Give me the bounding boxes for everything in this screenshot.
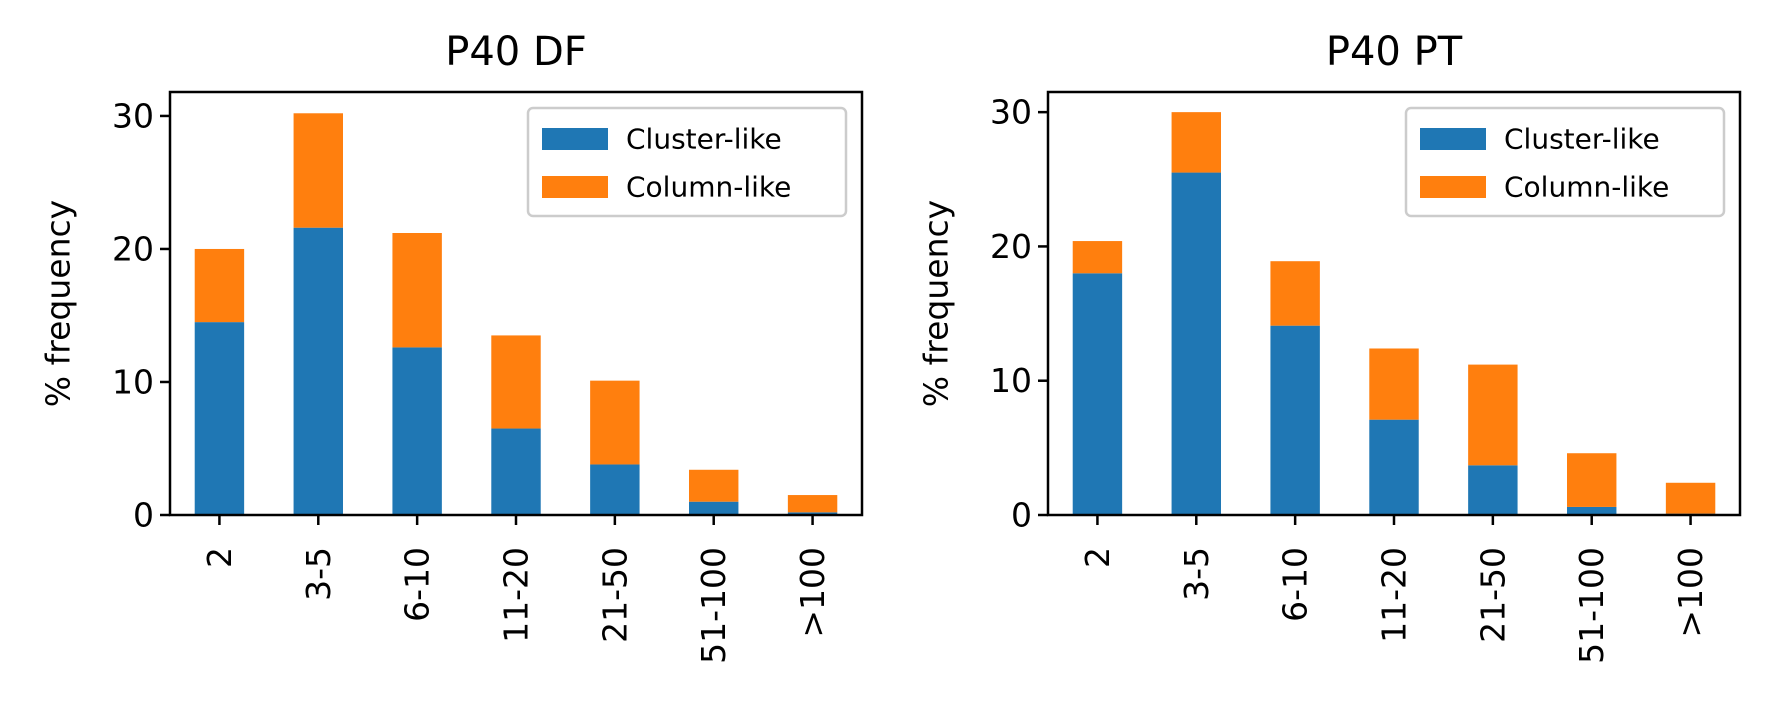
x-tick-label: 2 (200, 547, 239, 568)
y-tick-label: 10 (990, 361, 1032, 400)
bar-column-pt-5 (1567, 453, 1617, 507)
x-tick-label: 11-20 (497, 547, 536, 643)
legend-swatch-cluster (1420, 128, 1486, 150)
bar-column-pt-3 (1369, 348, 1419, 420)
legend-label: Cluster-like (626, 123, 782, 156)
y-tick-label: 20 (990, 227, 1032, 266)
y-tick-label: 30 (112, 96, 154, 135)
chart-title: P40 PT (1326, 29, 1463, 75)
bar-cluster-pt-2 (1270, 325, 1320, 515)
x-tick-label: 21-50 (1473, 547, 1512, 643)
bar-cluster-df-3 (491, 428, 541, 515)
bar-cluster-pt-4 (1468, 465, 1518, 515)
chart-panel-pt: 0 10 20 30 2 3-5 6-10 11-20 21-50 51-100 >100 % fre… (917, 29, 1742, 664)
legend-label: Column-like (626, 171, 791, 204)
y-axis-label: % frequency (39, 200, 78, 407)
bar-column-pt-6 (1665, 482, 1716, 514)
chart-title: P40 DF (445, 29, 587, 75)
legend: Cluster-like Column-like (1404, 106, 1726, 218)
x-tick-label: 51-100 (1572, 547, 1611, 664)
chart-panel-df: 0 10 20 30 2 3-5 6-10 11-20 21-50 51-100 >100 % fre… (39, 29, 864, 664)
x-tick-label: >100 (1671, 547, 1710, 638)
x-tick-label: 6-10 (398, 547, 437, 622)
x-tick-label: 11-20 (1375, 547, 1414, 643)
y-tick-label: 20 (112, 229, 154, 268)
legend-label: Column-like (1504, 171, 1669, 204)
y-tick-label: 0 (1011, 496, 1032, 535)
y-axis-label: % frequency (917, 200, 956, 407)
legend-label: Cluster-like (1504, 123, 1660, 156)
x-tick-label: 2 (1078, 547, 1117, 568)
bar-cluster-df-5 (689, 501, 739, 515)
bar-cluster-pt-1 (1171, 172, 1221, 515)
bar-column-df-2 (392, 233, 442, 348)
x-tick-label: 21-50 (595, 547, 634, 643)
y-tick-label: 10 (112, 362, 154, 401)
y-tick-label: 0 (133, 496, 154, 535)
bar-column-pt-0 (1072, 241, 1123, 274)
bar-column-df-6 (787, 495, 838, 513)
bar-cluster-pt-5 (1567, 506, 1617, 515)
bar-cluster-df-2 (392, 347, 442, 515)
legend-swatch-column (542, 176, 608, 198)
bar-cluster-df-0 (194, 322, 245, 515)
x-tick-label: 3-5 (1177, 547, 1216, 601)
bar-column-pt-4 (1468, 364, 1518, 466)
bar-cluster-df-1 (293, 227, 343, 515)
bar-cluster-df-6 (787, 512, 838, 515)
bar-cluster-pt-0 (1072, 273, 1123, 515)
bar-column-df-5 (689, 469, 739, 502)
legend: Cluster-like Column-like (526, 106, 848, 218)
x-tick-label: 3-5 (299, 547, 338, 601)
bar-column-pt-2 (1270, 261, 1320, 326)
legend-swatch-cluster (542, 128, 608, 150)
bar-column-df-0 (194, 248, 245, 323)
x-tick-label: 6-10 (1276, 547, 1315, 622)
bar-column-df-1 (293, 113, 343, 228)
legend-swatch-column (1420, 176, 1486, 198)
x-tick-label: 51-100 (694, 547, 733, 664)
bar-column-df-4 (590, 380, 640, 465)
bar-cluster-pt-3 (1369, 419, 1419, 515)
bar-column-pt-1 (1171, 112, 1221, 173)
y-tick-label: 30 (990, 93, 1032, 132)
bar-cluster-df-4 (590, 464, 640, 515)
bar-column-df-3 (491, 335, 541, 429)
x-tick-label: >100 (793, 547, 832, 638)
